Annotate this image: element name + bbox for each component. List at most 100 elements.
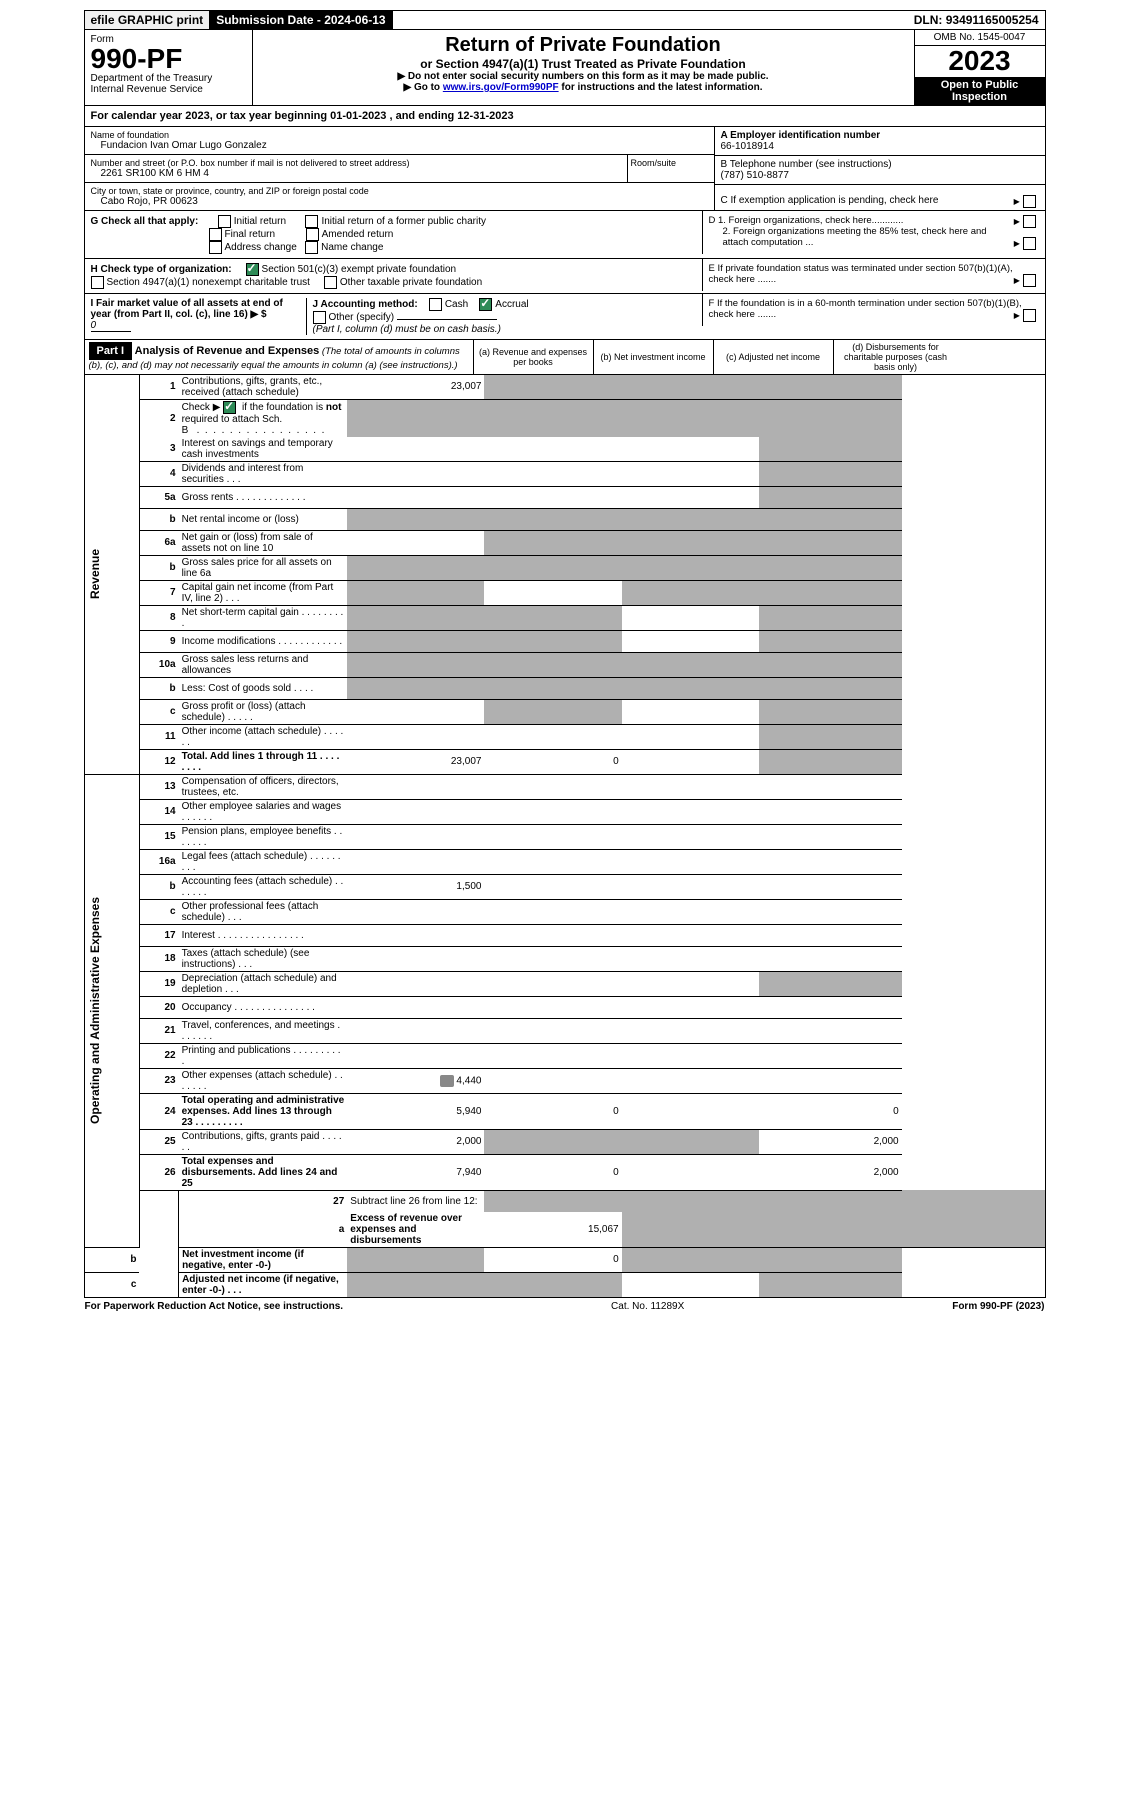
- revenue-side-label: Revenue: [88, 549, 102, 599]
- schb-checkbox[interactable]: [223, 401, 236, 414]
- cell-1a: 23,007: [347, 375, 484, 400]
- addr-cell: Number and street (or P.O. box number if…: [85, 155, 714, 183]
- initial-label: Initial return: [234, 216, 286, 227]
- initial-checkbox[interactable]: [218, 215, 231, 228]
- foundation-city: Cabo Rojo, PR 00623: [91, 196, 708, 207]
- line-num: 14: [139, 799, 178, 824]
- cell-12a: 23,007: [347, 749, 484, 774]
- line-num: 17: [139, 924, 178, 946]
- name-change-checkbox[interactable]: [305, 241, 318, 254]
- line-num: 1: [139, 375, 178, 400]
- line-num: 22: [139, 1043, 178, 1068]
- j-note: (Part I, column (d) must be on cash basi…: [313, 324, 696, 335]
- cell-1d: [759, 375, 902, 400]
- h-row2: Section 4947(a)(1) nonexempt charitable …: [91, 276, 696, 289]
- line-desc: Check ▶ if the foundation is not require…: [179, 399, 348, 437]
- form-center: Return of Private Foundation or Section …: [253, 30, 914, 105]
- line-desc: Travel, conferences, and meetings . . . …: [179, 1018, 348, 1043]
- line-desc: Total expenses and disbursements. Add li…: [179, 1154, 348, 1190]
- cell-24a: 5,940: [347, 1093, 484, 1129]
- line-desc: Less: Cost of goods sold . . . .: [179, 677, 348, 699]
- arrow-icon: [1014, 310, 1020, 321]
- c-cell: C If exemption application is pending, c…: [715, 185, 1045, 209]
- g-label: G Check all that apply:: [91, 216, 199, 227]
- line-desc: Income modifications . . . . . . . . . .…: [179, 630, 348, 652]
- line-desc: Gross sales price for all assets on line…: [179, 555, 348, 580]
- phone-label: B Telephone number (see instructions): [721, 159, 1039, 170]
- final-checkbox[interactable]: [209, 228, 222, 241]
- line-desc: Other professional fees (attach schedule…: [179, 899, 348, 924]
- e-checkbox[interactable]: [1023, 274, 1036, 287]
- line-num: b: [139, 874, 178, 899]
- line-num: 16a: [139, 849, 178, 874]
- i-label: I Fair market value of all assets at end…: [91, 298, 283, 320]
- attach-icon[interactable]: [440, 1075, 454, 1087]
- part1-table: Revenue 1 Contributions, gifts, grants, …: [85, 375, 1045, 1297]
- part1-title: Analysis of Revenue and Expenses: [135, 345, 320, 357]
- name-change-label: Name change: [321, 242, 383, 253]
- d2-label: 2. Foreign organizations meeting the 85%…: [723, 226, 987, 248]
- col-c-head: (c) Adjusted net income: [713, 340, 833, 374]
- line-desc: Net rental income or (loss): [179, 508, 348, 530]
- h1-checkbox[interactable]: [246, 263, 259, 276]
- line-desc: Compensation of officers, directors, tru…: [179, 774, 348, 799]
- line-desc: Total operating and administrative expen…: [179, 1093, 348, 1129]
- initial-former-checkbox[interactable]: [305, 215, 318, 228]
- cash-label: Cash: [445, 299, 468, 310]
- room-label: Room/suite: [627, 155, 714, 182]
- e-label: E If private foundation status was termi…: [709, 263, 1013, 285]
- col-a-head: (a) Revenue and expenses per books: [473, 340, 593, 374]
- tax-year: 2023: [915, 46, 1045, 77]
- form-title: Return of Private Foundation: [259, 34, 908, 57]
- ein-cell: A Employer identification number 66-1018…: [715, 127, 1045, 156]
- g-row: G Check all that apply: Initial return I…: [91, 215, 696, 228]
- instr-link[interactable]: www.irs.gov/Form990PF: [443, 82, 559, 93]
- line-num: 2: [139, 399, 178, 437]
- line-desc: Contributions, gifts, grants, etc., rece…: [179, 375, 348, 400]
- d2-checkbox[interactable]: [1023, 237, 1036, 250]
- h-row: H Check type of organization: Section 50…: [91, 263, 696, 276]
- line-num: 26: [139, 1154, 178, 1190]
- line-desc: Gross profit or (loss) (attach schedule)…: [179, 699, 348, 724]
- d1-row: D 1. Foreign organizations, check here..…: [709, 215, 1039, 226]
- cell-25d: 2,000: [759, 1129, 902, 1154]
- f-checkbox[interactable]: [1023, 309, 1036, 322]
- cell-23a: 4,440: [347, 1068, 484, 1093]
- cash-checkbox[interactable]: [429, 298, 442, 311]
- line-num: b: [139, 508, 178, 530]
- other-checkbox[interactable]: [313, 311, 326, 324]
- form-subtitle: or Section 4947(a)(1) Trust Treated as P…: [259, 57, 908, 71]
- city-label: City or town, state or province, country…: [91, 186, 708, 196]
- line-num: 27: [179, 1190, 348, 1212]
- d1-checkbox[interactable]: [1023, 215, 1036, 228]
- amended-checkbox[interactable]: [306, 228, 319, 241]
- e-row: E If private foundation status was termi…: [709, 263, 1039, 285]
- line-num: c: [85, 1272, 140, 1297]
- address-checkbox[interactable]: [209, 241, 222, 254]
- d2-row: 2. Foreign organizations meeting the 85%…: [709, 226, 1039, 248]
- c-checkbox[interactable]: [1023, 195, 1036, 208]
- line-num: 10a: [139, 652, 178, 677]
- cell-26d: 2,000: [759, 1154, 902, 1190]
- line-desc: Interest on savings and temporary cash i…: [179, 437, 348, 462]
- line-num: 15: [139, 824, 178, 849]
- check-row-he: H Check type of organization: Section 50…: [85, 258, 1045, 293]
- footer-center: Cat. No. 11289X: [611, 1301, 684, 1312]
- arrow-icon: [1014, 275, 1020, 286]
- f-row: F If the foundation is in a 60-month ter…: [709, 298, 1039, 320]
- h1-label: Section 501(c)(3) exempt private foundat…: [262, 264, 457, 275]
- line-num: 3: [139, 437, 178, 462]
- accrual-checkbox[interactable]: [479, 298, 492, 311]
- entity-info: Name of foundation Fundacion Ivan Omar L…: [85, 127, 1045, 210]
- line-desc: Contributions, gifts, grants paid . . . …: [179, 1129, 348, 1154]
- line-num: b: [139, 555, 178, 580]
- part1-header: Part I Analysis of Revenue and Expenses …: [85, 339, 1045, 375]
- h3-checkbox[interactable]: [324, 276, 337, 289]
- omb-number: OMB No. 1545-0047: [915, 30, 1045, 46]
- city-cell: City or town, state or province, country…: [85, 183, 714, 210]
- footer-right: Form 990-PF (2023): [952, 1301, 1044, 1312]
- final-label: Final return: [225, 229, 276, 240]
- efile-button[interactable]: efile GRAPHIC print: [85, 11, 211, 29]
- form-container: efile GRAPHIC print Submission Date - 20…: [84, 10, 1046, 1298]
- h2-checkbox[interactable]: [91, 276, 104, 289]
